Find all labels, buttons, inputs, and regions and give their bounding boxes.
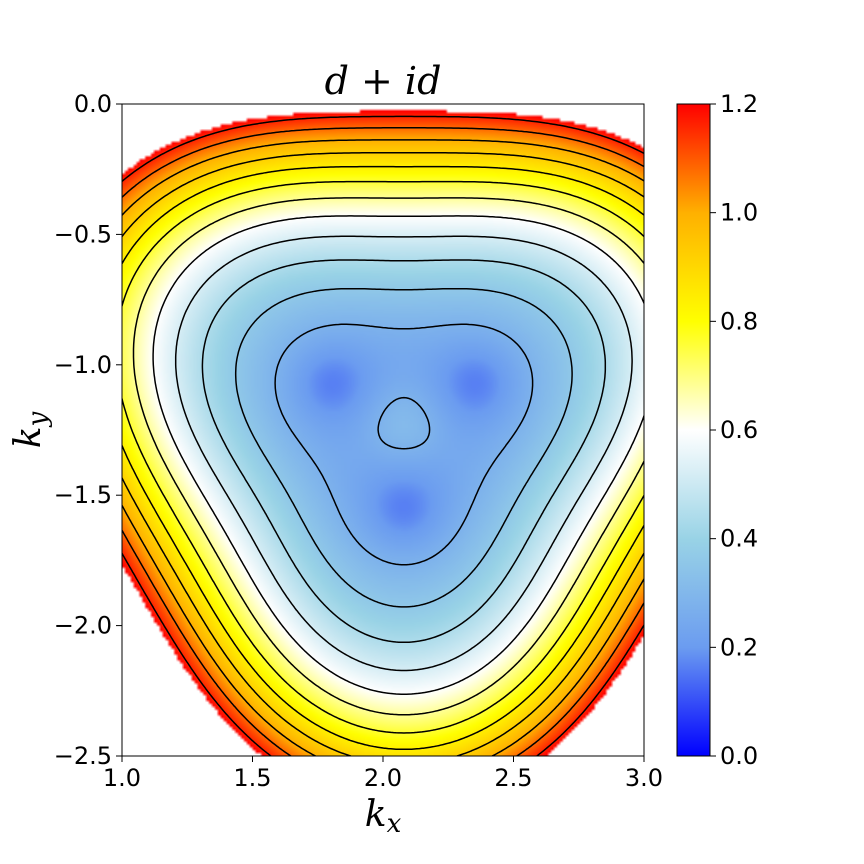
plot-area bbox=[122, 104, 644, 756]
contour-level-10 bbox=[122, 127, 644, 756]
contour-level-3 bbox=[174, 235, 633, 672]
contour-level-9 bbox=[122, 139, 644, 756]
contour-lines bbox=[122, 115, 644, 756]
colorbar-tick-label: 0.2 bbox=[720, 633, 758, 661]
contour-level-7 bbox=[122, 165, 644, 751]
x-tick-label: 1.0 bbox=[103, 764, 141, 792]
y-tick-label: −2.0 bbox=[54, 612, 112, 640]
y-axis-label: ky bbox=[8, 411, 53, 448]
contour-level-2 bbox=[201, 259, 607, 644]
y-tick-label: −2.5 bbox=[54, 742, 112, 770]
x-tick-label: 2.0 bbox=[364, 764, 402, 792]
heatmap-image bbox=[122, 104, 644, 756]
contour-level-0 bbox=[274, 323, 534, 566]
y-tick-label: −0.5 bbox=[54, 220, 112, 248]
contour-level-8 bbox=[122, 152, 644, 756]
y-tick-label: −1.5 bbox=[54, 481, 112, 509]
x-tick-label: 1.5 bbox=[233, 764, 271, 792]
contour-level-1 bbox=[234, 287, 573, 608]
colorbar-tick-label: 0.8 bbox=[720, 307, 758, 335]
x-tick-label: 3.0 bbox=[625, 764, 663, 792]
contour-level-6 bbox=[122, 180, 644, 734]
chart-title: d + id bbox=[325, 59, 442, 103]
colorbar-tick-label: 0.0 bbox=[720, 742, 758, 770]
colorbar-tick-label: 0.6 bbox=[720, 416, 758, 444]
x-axis: 1.0 1.5 2.0 2.5 3.0 bbox=[103, 756, 663, 792]
x-axis-label: kx bbox=[365, 794, 402, 839]
colorbar-tick-label: 0.4 bbox=[720, 525, 758, 553]
colorbar-tick-label: 1.2 bbox=[720, 90, 758, 118]
colorbar-axis: 0.0 0.2 0.4 0.6 0.8 1.0 1.2 bbox=[710, 90, 758, 770]
y-tick-label: −1.0 bbox=[54, 351, 112, 379]
contour-level-5 bbox=[132, 197, 644, 716]
y-axis: 0.0 −0.5 −1.0 −1.5 −2.0 −2.5 bbox=[54, 90, 122, 770]
contour-level-11 bbox=[122, 115, 644, 756]
colorbar bbox=[676, 103, 711, 757]
contour-level-4 bbox=[152, 215, 644, 695]
x-tick-label: 2.5 bbox=[494, 764, 532, 792]
y-tick-label: 0.0 bbox=[74, 90, 112, 118]
colorbar-tick-label: 1.0 bbox=[720, 199, 758, 227]
